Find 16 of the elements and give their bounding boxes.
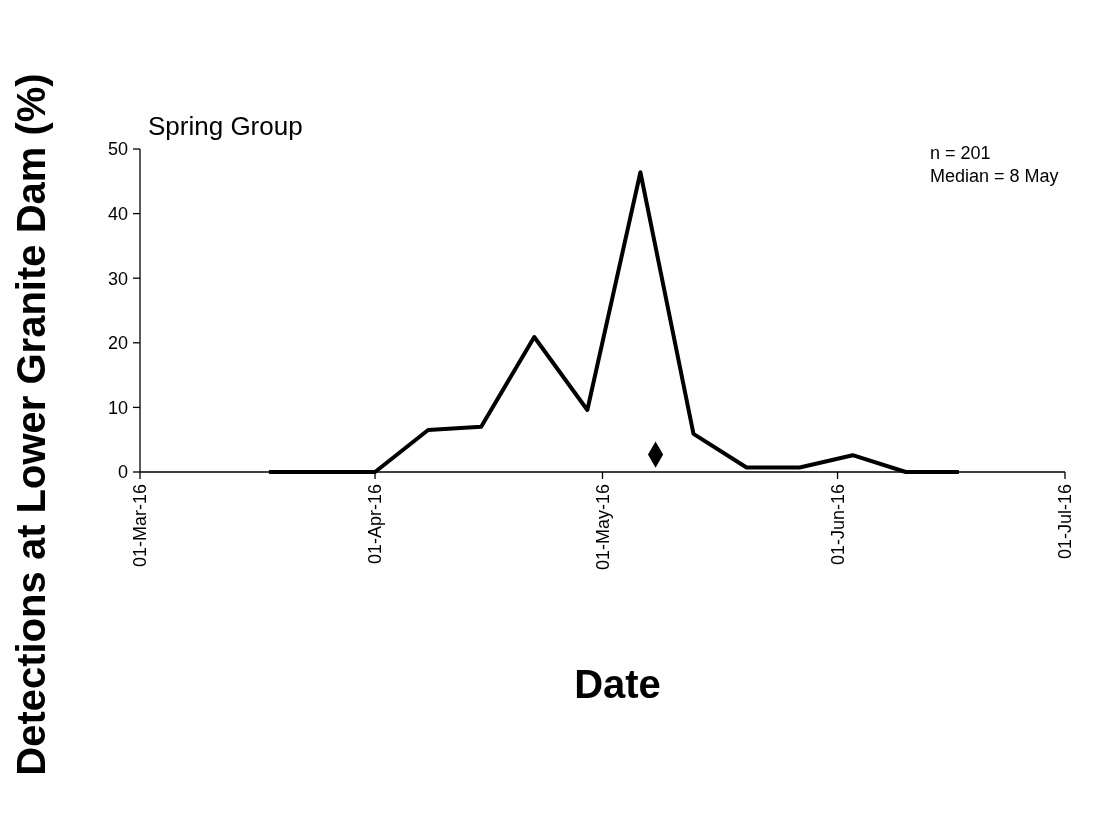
x-tick-label: 01-Mar-16 <box>130 484 151 568</box>
y-tick-label: 40 <box>107 203 128 224</box>
x-axis-title: Date <box>574 662 661 706</box>
x-tick-label: 01-Apr-16 <box>365 484 386 565</box>
annotation: Median = 8 May <box>930 166 1059 186</box>
chart-title: Spring Group <box>148 111 303 141</box>
y-tick-label: 10 <box>107 397 128 418</box>
annotation: n = 201 <box>930 143 991 163</box>
y-tick-label: 20 <box>107 333 128 354</box>
y-axis-title: Detections at Lower Granite Dam (%) <box>9 73 53 776</box>
y-tick-label: 30 <box>107 268 128 289</box>
x-tick-label: 01-May-16 <box>592 484 613 571</box>
y-tick-label: 50 <box>107 139 128 160</box>
x-tick-label: 01-Jun-16 <box>827 484 848 566</box>
x-tick-label: 01-Jul-16 <box>1055 484 1076 560</box>
y-tick-label: 0 <box>117 462 128 483</box>
